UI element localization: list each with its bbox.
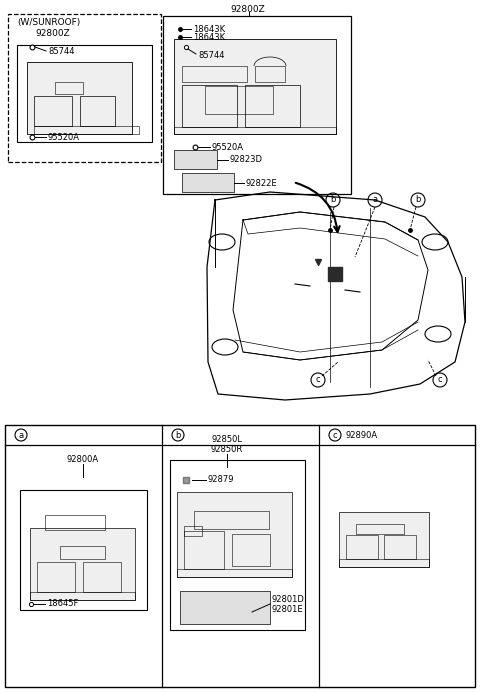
Bar <box>55 82 83 94</box>
Bar <box>255 66 285 82</box>
Text: 18643K: 18643K <box>193 24 225 33</box>
Text: 92800A: 92800A <box>67 455 99 464</box>
Bar <box>346 535 378 559</box>
Bar <box>339 512 429 567</box>
Bar <box>163 16 351 194</box>
Text: b: b <box>330 196 336 205</box>
Text: 92801D: 92801D <box>272 596 305 605</box>
Text: (W/SUNROOF): (W/SUNROOF) <box>17 17 80 26</box>
Bar <box>232 534 270 566</box>
Bar <box>30 592 135 600</box>
Bar <box>194 511 269 529</box>
Bar <box>177 569 292 577</box>
Bar <box>80 96 115 126</box>
Bar <box>45 515 105 530</box>
Text: 92801E: 92801E <box>272 606 304 614</box>
Bar <box>174 127 336 134</box>
Text: 92850L: 92850L <box>212 435 242 444</box>
Text: 92850R: 92850R <box>211 446 243 455</box>
Bar <box>5 425 475 687</box>
Text: b: b <box>415 196 420 205</box>
Bar <box>60 546 105 559</box>
Bar <box>184 526 202 536</box>
Bar <box>180 591 270 624</box>
Text: a: a <box>18 430 24 439</box>
Text: a: a <box>372 196 378 205</box>
Bar <box>30 528 135 600</box>
Text: 18645F: 18645F <box>47 599 78 608</box>
Bar <box>83 562 121 592</box>
Polygon shape <box>233 212 428 360</box>
Bar <box>27 62 132 134</box>
Text: 92879: 92879 <box>208 475 235 484</box>
Bar <box>205 86 273 114</box>
Bar <box>37 562 75 592</box>
Bar <box>384 535 416 559</box>
Text: 18643K: 18643K <box>193 33 225 42</box>
Bar <box>17 45 152 142</box>
Bar <box>170 460 305 630</box>
Bar <box>20 490 147 610</box>
Text: 92800Z: 92800Z <box>35 28 70 37</box>
Bar <box>182 85 237 127</box>
Text: c: c <box>333 430 337 439</box>
Text: 95520A: 95520A <box>48 134 80 143</box>
Text: c: c <box>438 376 442 385</box>
Bar <box>182 66 247 82</box>
Bar <box>8 14 161 162</box>
Text: 95520A: 95520A <box>212 143 244 152</box>
Text: 85744: 85744 <box>48 46 74 55</box>
Text: 92822E: 92822E <box>246 179 277 188</box>
Bar <box>182 173 234 192</box>
Bar <box>174 39 336 134</box>
Text: 92890A: 92890A <box>346 430 378 439</box>
Bar <box>174 150 217 169</box>
Bar <box>356 524 404 534</box>
Bar <box>184 531 224 569</box>
Text: 92823D: 92823D <box>230 156 263 165</box>
Bar <box>245 85 300 127</box>
Text: b: b <box>175 430 180 439</box>
Bar <box>34 96 72 126</box>
Text: 85744: 85744 <box>198 51 225 60</box>
Text: 92800Z: 92800Z <box>230 5 265 14</box>
Text: c: c <box>316 376 320 385</box>
Bar <box>34 126 139 134</box>
Bar <box>177 492 292 577</box>
Bar <box>339 559 429 567</box>
